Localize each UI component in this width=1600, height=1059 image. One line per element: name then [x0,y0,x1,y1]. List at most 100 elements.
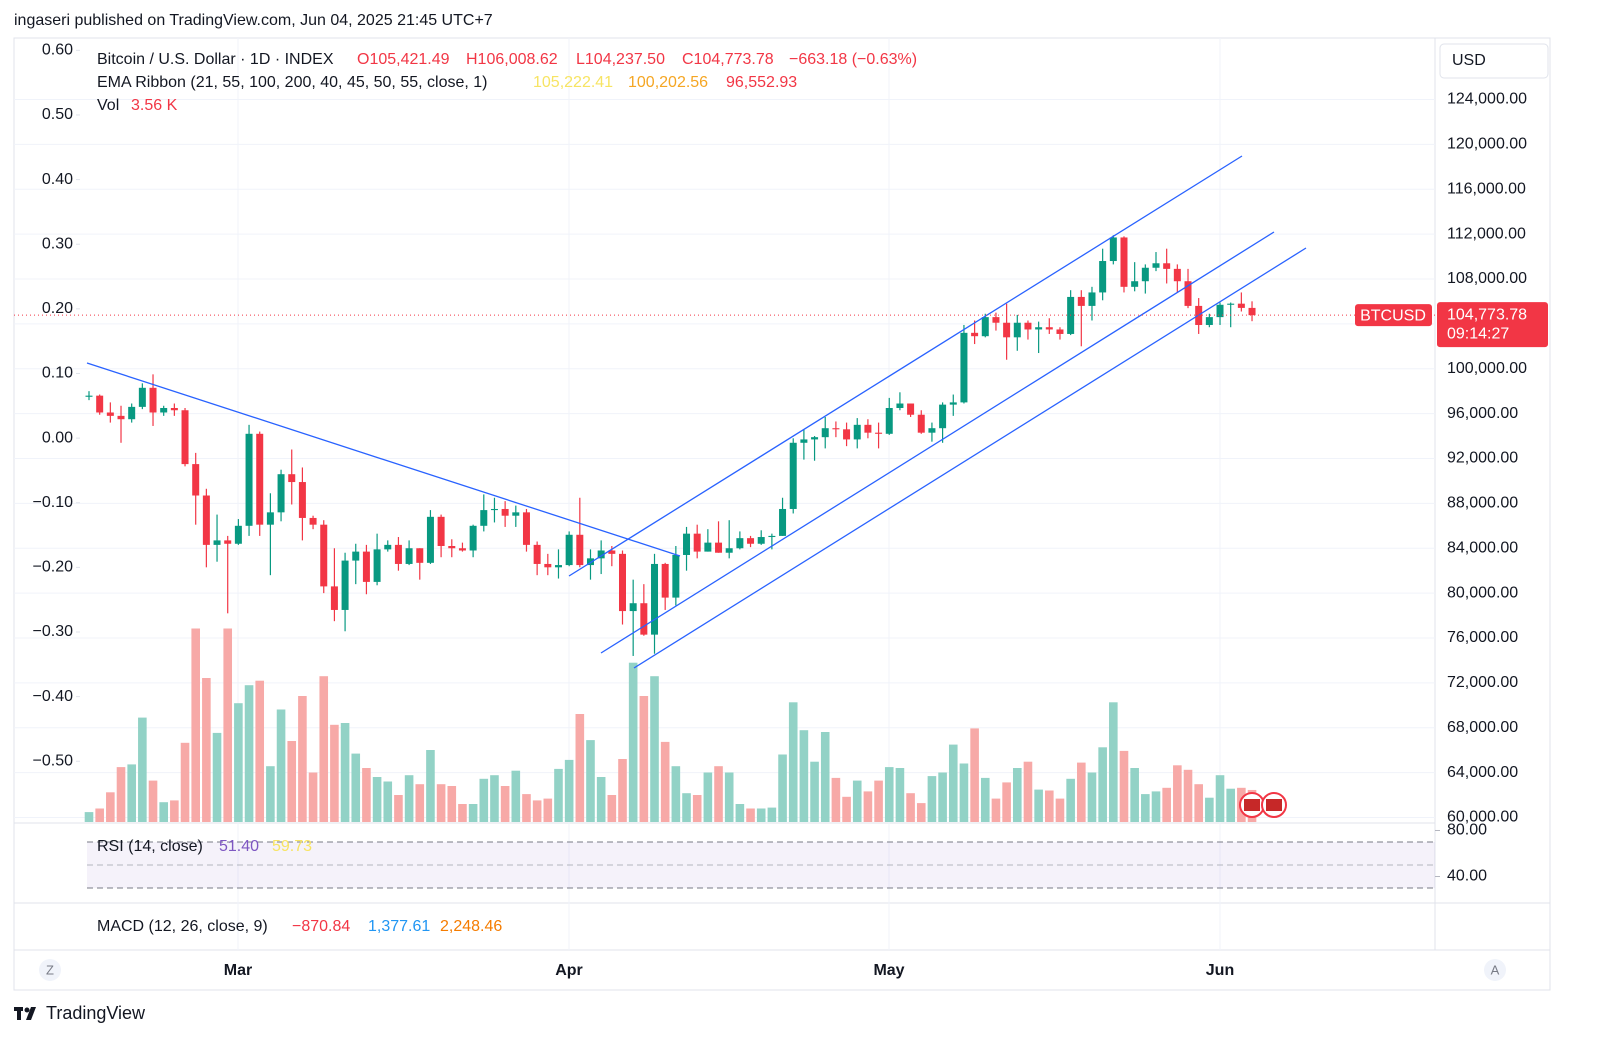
price-tick-label: 112,000.00 [1447,225,1526,242]
volume-bar [95,808,104,822]
candle-body [1141,267,1149,282]
trend-line [600,231,1275,654]
volume-bar [1066,778,1075,822]
candle-body [789,442,797,509]
volume-bar [564,759,574,822]
volume-bar [596,777,606,822]
volume-bar [820,732,830,822]
candle-body [234,525,242,544]
price-tick-label: 108,000.00 [1447,270,1527,287]
candle-body [885,408,893,434]
volume-bar [1162,787,1171,822]
candle-body [394,544,402,564]
candle-body [224,540,232,544]
volume-bar [831,777,841,822]
volume-bar [127,764,136,822]
volume-bar [436,784,446,822]
candle-body [437,516,445,546]
volume-bar [404,775,414,822]
volume-bar [170,800,179,822]
volume-bar [991,798,1001,822]
left-tick-label: 0.20 [42,300,73,317]
event-flags [1239,792,1287,818]
volume-bar [660,741,670,822]
volume-bar [234,703,243,822]
volume-bar [276,709,286,822]
volume-bar [1151,791,1161,822]
volume-bar [692,795,702,822]
volume-bar [1141,794,1150,822]
countdown: 09:14:27 [1447,325,1509,342]
candle-body [971,332,979,337]
volume-bar [639,696,649,822]
rsi-axis: 80.00 40.00 [1435,822,1487,885]
candle-body [928,428,936,433]
scale-button[interactable] [39,959,61,981]
legend-high: H106,008.62 [466,51,558,68]
logo-part [26,1007,36,1020]
candle-body [202,495,210,545]
time-tick-label: May [873,962,904,979]
volume-bar [1205,797,1214,822]
candle-body [1131,281,1139,287]
volume-bar [298,696,307,822]
rsi-tick-label: 40.00 [1447,868,1487,885]
candle-body [384,544,392,550]
volume-bar [756,808,766,822]
candle-body [522,512,530,545]
candle-body [1045,327,1053,330]
chart-frame [13,37,1551,991]
candle-body [149,387,157,413]
volume-bar [543,798,553,822]
volume-bar [212,732,222,822]
candle-body [85,395,93,397]
candle-body [747,538,755,544]
candle-body [960,332,968,403]
candle-body [619,553,626,612]
candle-body [693,533,701,552]
volume-bar [906,793,915,822]
volume-bar [106,792,115,822]
price-tick-label: 72,000.00 [1447,674,1518,691]
volume-bar [724,772,734,822]
candle-body [832,428,840,430]
volume-bar [415,784,425,822]
symbol-tag-box [1355,304,1432,327]
candle-body [800,439,808,443]
volume-bar [330,724,339,822]
volume-bar [202,678,211,822]
last-price-label: 104,773.78 [1447,306,1527,323]
price-tick-label: 60,000.00 [1447,809,1518,826]
price-tick-label: 68,000.00 [1447,719,1518,736]
candle-body [544,563,552,568]
candle-body [1216,304,1224,318]
candle-body [213,540,221,545]
candle-body [672,554,680,598]
volume-value: 3.56 K [131,97,178,114]
candle-body [160,408,168,413]
currency-button[interactable] [1439,43,1549,79]
legend-change: −663.18 (−0.63%) [789,51,917,68]
candle-body [608,550,616,554]
volume-bar [372,777,382,822]
flag-icon-fill [1266,799,1282,811]
macd-legend: MACD (12, 26, close, 9) [97,918,268,935]
candle-body [896,403,904,408]
volume-bar [191,628,200,822]
currency-label: USD [1452,52,1486,69]
volume-bar [938,772,947,822]
volume-bar [746,808,755,822]
scale-button[interactable] [1484,959,1506,981]
ema-values: 105,222.41 100,202.56 96,552.93 [533,74,797,91]
volume-bar [703,772,713,822]
volume-bar [618,759,627,822]
volume-bar [1130,768,1139,822]
volume-bar [1173,765,1182,822]
candle-body [426,516,434,563]
volume-bar [1226,788,1235,822]
volume-bar [244,685,254,822]
volume-bar [447,786,457,822]
logo-part [24,1007,30,1013]
candle-body [298,482,306,518]
